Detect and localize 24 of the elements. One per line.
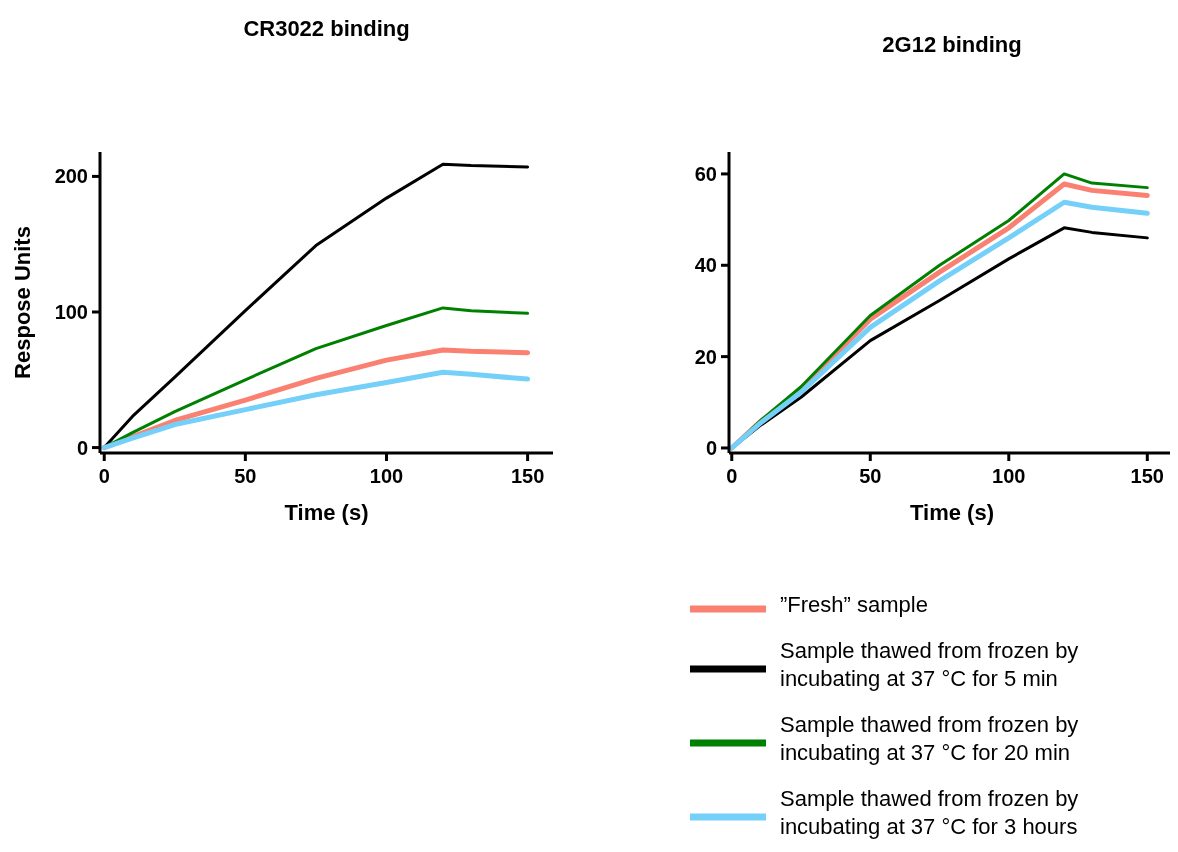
legend-label: Sample thawed from frozen by incubating at 37 °C for 5 min [780, 638, 1079, 691]
legend-label: Sample thawed from frozen by incubating at 37 °C for 20 min [780, 712, 1079, 765]
x-tick-label: 150 [1130, 465, 1164, 487]
x-tick-label: 50 [234, 465, 257, 487]
x-tick-label: 150 [510, 465, 545, 487]
x-axis-title: Time (s) [284, 500, 369, 525]
y-axis-title: Respose Units [10, 226, 35, 379]
legend-label: Sample thawed from frozen by incubating at 37 °C for 3 hours [780, 786, 1079, 839]
y-tick-label: 40 [694, 254, 717, 277]
y-tick-label: 0 [705, 436, 717, 459]
legend-label: ”Fresh” sample [780, 592, 928, 617]
x-tick-label: 0 [98, 465, 110, 487]
y-tick-label: 0 [76, 436, 88, 459]
x-tick-label: 50 [859, 465, 882, 487]
y-tick-label: 200 [54, 165, 88, 188]
y-tick-label: 20 [694, 345, 717, 368]
x-axis-title: Time (s) [910, 500, 994, 525]
x-tick-label: 100 [369, 465, 404, 487]
chart-title: CR3022 binding [243, 16, 410, 41]
chart-title: 2G12 binding [882, 32, 1022, 57]
y-tick-label: 100 [54, 300, 88, 323]
x-tick-label: 0 [726, 465, 738, 487]
y-tick-label: 60 [694, 162, 717, 185]
x-tick-label: 100 [992, 465, 1026, 487]
